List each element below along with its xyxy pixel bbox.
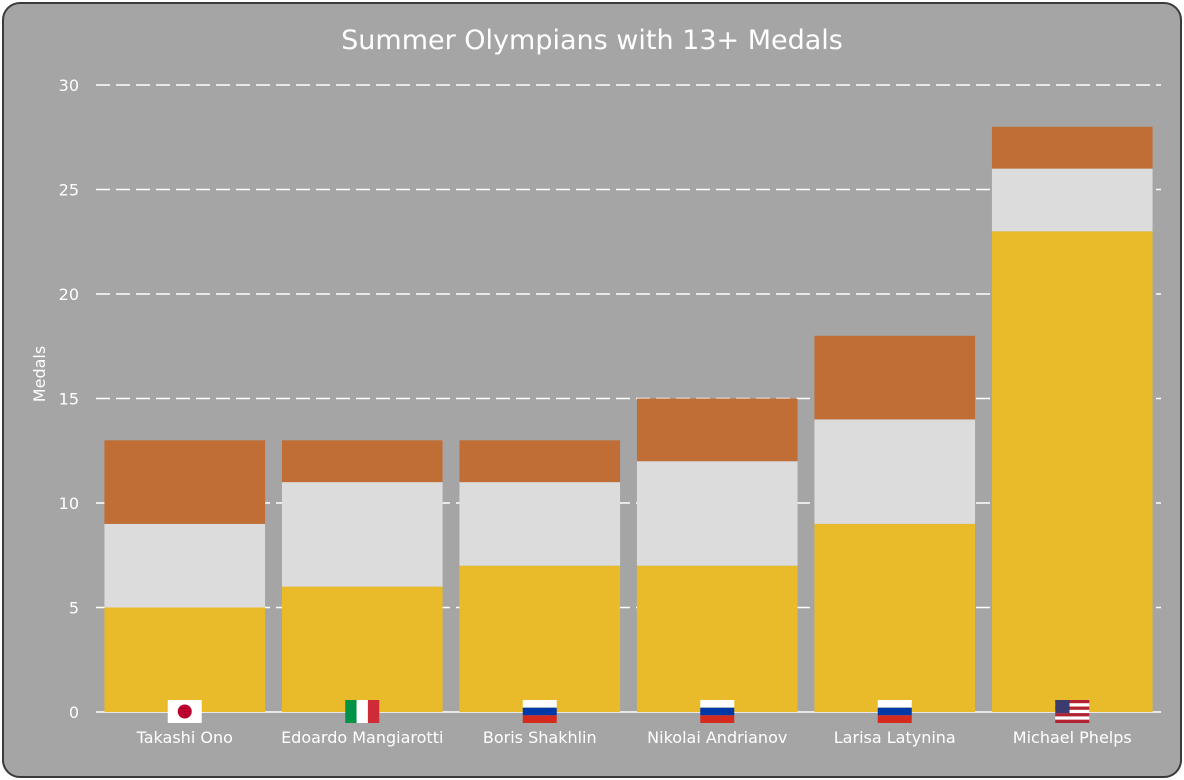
bar-segment [459, 440, 621, 483]
russia-flag-icon [522, 700, 557, 723]
bar-segment [281, 586, 443, 712]
japan-flag-icon [167, 700, 202, 723]
y-ticks: 0 5 10 15 20 25 30 [59, 76, 79, 722]
x-category-labels: Takashi Ono Edoardo Mangiarotti Boris Shak… [136, 728, 1132, 747]
x-category-label: Michael Phelps [1013, 728, 1132, 747]
x-category-label: Edoardo Mangiarotti [281, 728, 443, 747]
russia-flag-icon [877, 700, 912, 723]
x-category-label: Nikolai Andrianov [647, 728, 787, 747]
bar-segment [459, 565, 621, 712]
usa-flag-icon [1055, 700, 1090, 723]
y-tick-label: 20 [59, 285, 79, 304]
bars [104, 126, 1153, 713]
bar-segment [814, 523, 976, 712]
y-tick-label: 30 [59, 76, 79, 95]
flags [167, 700, 1090, 723]
bar-segment [281, 440, 443, 483]
y-tick-label: 10 [59, 494, 79, 513]
bar-segment [814, 335, 976, 420]
bar-segment [636, 461, 798, 566]
x-category-label: Larisa Latynina [834, 728, 956, 747]
stacked-bar-chart: Summer Olympians with 13+ Medals Medals … [30, 25, 1161, 747]
bar-segment [104, 607, 266, 712]
bar-segment [991, 168, 1153, 232]
bar-segment [636, 398, 798, 462]
bar-segment [104, 440, 266, 524]
y-tick-label: 0 [69, 703, 79, 722]
y-tick-label: 25 [59, 181, 79, 200]
bar-segment [459, 482, 621, 566]
x-category-label: Takashi Ono [136, 728, 233, 747]
gridlines [96, 84, 1161, 713]
bar-segment [281, 482, 443, 587]
y-tick-label: 15 [59, 390, 79, 409]
y-axis-label: Medals [30, 346, 49, 402]
chart-title: Summer Olympians with 13+ Medals [341, 25, 843, 56]
bar-segment [991, 126, 1153, 169]
bar-segment [636, 565, 798, 712]
bar-segment [104, 523, 266, 608]
bar-segment [814, 419, 976, 524]
italy-flag-icon [345, 700, 380, 723]
y-tick-label: 5 [69, 599, 79, 618]
bar-segment [991, 231, 1153, 713]
x-category-label: Boris Shakhlin [483, 728, 597, 747]
russia-flag-icon [700, 700, 735, 723]
